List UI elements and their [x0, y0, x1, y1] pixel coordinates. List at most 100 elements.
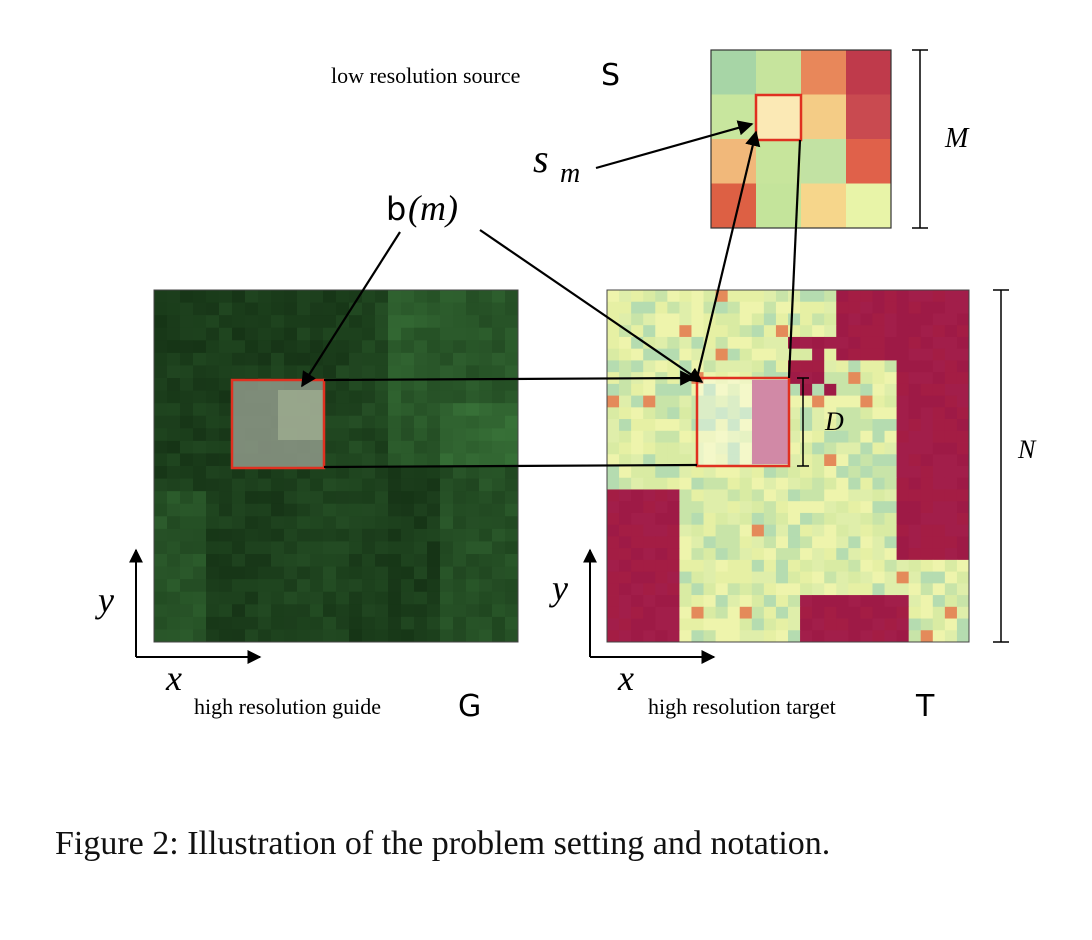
target-pixel [800, 336, 813, 350]
target-pixel [788, 489, 801, 502]
target-pixel [800, 430, 813, 443]
target-pixel [848, 395, 861, 408]
target-pixel [679, 583, 692, 596]
target-pixel [956, 501, 969, 514]
guide-pixel [388, 541, 402, 555]
guide-pixel [310, 591, 324, 605]
target-pixel [836, 466, 849, 479]
target-pixel [739, 313, 753, 326]
connector-lines [301, 120, 802, 469]
target-patch-fill [697, 378, 789, 466]
guide-pixel [375, 503, 389, 517]
guide-pixel [167, 440, 181, 454]
guide-pixel [323, 478, 337, 492]
target-pixel [679, 301, 692, 314]
guide-pixel [336, 352, 350, 366]
target-pixel [872, 548, 885, 561]
target-pixel [932, 618, 946, 631]
guide-pixel [375, 491, 389, 505]
guide-pixel [193, 440, 207, 454]
guide-pixel [427, 541, 441, 555]
guide-pixel [323, 516, 337, 530]
target-pixel [775, 325, 789, 338]
target-pixel [631, 595, 644, 608]
guide-pixel [505, 616, 518, 630]
target-pixel [812, 430, 825, 443]
guide-pixel [349, 579, 363, 593]
target-pixel [824, 395, 837, 408]
target-pixel [812, 524, 825, 537]
guide-pixel [453, 629, 467, 642]
guide-pixel [336, 302, 350, 316]
guide-pixel [466, 491, 480, 505]
guide-pixel [362, 453, 376, 467]
target-pixel [932, 595, 946, 608]
guide-pixel [466, 415, 480, 429]
target-pixel [884, 372, 897, 385]
target-pixel [956, 559, 969, 572]
target-pixel [715, 595, 729, 608]
guide-pixel [271, 340, 285, 354]
target-pixel [788, 618, 801, 631]
guide-pixel [427, 290, 441, 303]
guide-pixel [375, 365, 389, 379]
guide-pixel [336, 415, 350, 429]
target-pixel [763, 501, 777, 514]
guide-pixel [297, 315, 311, 329]
target-pixel [944, 407, 958, 420]
guide-pixel [427, 491, 441, 505]
guide-pixel [427, 340, 441, 354]
target-pixel [812, 512, 825, 526]
target-pixel [703, 583, 716, 596]
guide-pixel [375, 541, 389, 555]
target-pixel [884, 536, 897, 549]
guide-pixel [180, 453, 194, 467]
arrow-bm-to-target [479, 229, 704, 383]
target-pixel [775, 630, 789, 642]
guide-pixel [219, 290, 233, 303]
target-pixel [631, 454, 644, 467]
target-pixel [848, 360, 861, 373]
target-pixel [643, 360, 656, 373]
guide-pixel [414, 554, 428, 567]
target-pixel [703, 348, 716, 361]
target-pixel [824, 325, 837, 338]
target-pixel [715, 501, 729, 514]
target-pixel [739, 348, 753, 361]
guide-pixel [427, 352, 441, 366]
guide-pixel [284, 290, 298, 303]
target-pixel [920, 583, 934, 596]
guide-pixel [492, 340, 506, 354]
target-pixel [908, 348, 922, 361]
source-cell [801, 183, 847, 229]
target-pixel [727, 360, 741, 373]
guide-pixel [310, 340, 324, 354]
guide-pixel [297, 541, 311, 555]
guide-pixel [167, 352, 181, 366]
target-pixel [655, 524, 668, 537]
target-pixel [715, 336, 729, 350]
guide-pixel [505, 541, 518, 555]
target-pixel [872, 383, 885, 396]
guide-pixel [362, 566, 376, 580]
target-pixel [896, 430, 910, 443]
target-pixel [691, 313, 704, 326]
source-grid-border [710, 49, 892, 229]
guide-pixel [232, 491, 246, 505]
guide-pixel [271, 491, 285, 505]
target-pixel [896, 536, 910, 549]
guide-pixel [414, 466, 428, 479]
source-symbol: S [601, 58, 620, 93]
target-pixel [788, 559, 801, 572]
guide-pixel [193, 302, 207, 316]
target-pixel [824, 489, 837, 502]
target-pixel [655, 489, 668, 502]
target-pixel [775, 524, 789, 537]
target-pixel [727, 336, 741, 350]
target-pixel [739, 618, 753, 631]
guide-pixel [427, 415, 441, 429]
target-pixel [751, 548, 765, 561]
target-pixel [739, 512, 753, 526]
guide-pixel [271, 604, 285, 618]
guide-pixel [206, 365, 220, 379]
